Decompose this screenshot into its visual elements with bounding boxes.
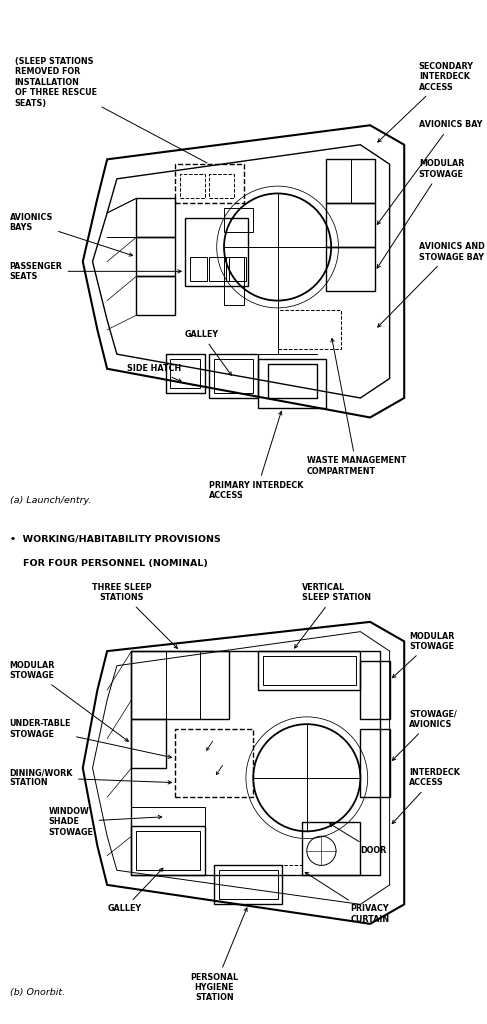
Bar xyxy=(224,257,244,282)
Text: AVIONICS
BAYS: AVIONICS BAYS xyxy=(10,213,132,256)
Bar xyxy=(214,359,253,393)
Text: •  WORKING/HABITABILITY PROVISIONS: • WORKING/HABITABILITY PROVISIONS xyxy=(10,535,221,544)
Bar xyxy=(360,660,390,719)
Bar xyxy=(302,821,360,876)
Text: (a) Launch/entry.: (a) Launch/entry. xyxy=(10,496,91,505)
Text: WINDOW
SHADE
STOWAGE: WINDOW SHADE STOWAGE xyxy=(49,807,162,837)
Bar xyxy=(258,359,326,408)
Text: GALLEY: GALLEY xyxy=(107,868,163,913)
Text: AVIONICS AND
STOWAGE BAY: AVIONICS AND STOWAGE BAY xyxy=(378,242,485,327)
Bar xyxy=(219,870,278,899)
Bar xyxy=(326,247,375,291)
Text: (b) Onorbit.: (b) Onorbit. xyxy=(10,988,65,997)
Text: SIDE HATCH: SIDE HATCH xyxy=(127,365,182,382)
Bar xyxy=(268,364,317,398)
Bar xyxy=(278,310,341,349)
Text: FOR FOUR PERSONNEL (NOMINAL): FOR FOUR PERSONNEL (NOMINAL) xyxy=(10,558,207,567)
Text: DOOR: DOOR xyxy=(330,823,387,855)
Text: VERTICAL
SLEEP STATION: VERTICAL SLEEP STATION xyxy=(295,583,371,648)
Bar xyxy=(136,199,175,238)
Bar xyxy=(326,203,375,247)
Text: PRIVACY
CURTAIN: PRIVACY CURTAIN xyxy=(305,872,390,924)
Bar xyxy=(131,651,229,719)
Bar xyxy=(229,257,246,282)
Bar xyxy=(326,160,375,203)
Text: DINING/WORK
STATION: DINING/WORK STATION xyxy=(10,768,171,787)
Bar xyxy=(131,826,205,876)
Bar xyxy=(185,218,248,286)
Text: GALLEY: GALLEY xyxy=(185,330,231,376)
Bar xyxy=(263,656,356,685)
Text: (SLEEP STATIONS
REMOVED FOR
INSTALLATION
OF THREE RESCUE
SEATS): (SLEEP STATIONS REMOVED FOR INSTALLATION… xyxy=(15,57,207,163)
Bar xyxy=(209,354,258,398)
Text: PRIMARY INTERDECK
ACCESS: PRIMARY INTERDECK ACCESS xyxy=(209,412,304,500)
Bar xyxy=(136,831,200,870)
Bar xyxy=(166,354,205,393)
Text: PASSENGER
SEATS: PASSENGER SEATS xyxy=(10,261,181,281)
Bar xyxy=(224,282,244,305)
Bar xyxy=(214,865,282,904)
Bar xyxy=(360,729,390,798)
Bar xyxy=(180,174,205,199)
Bar xyxy=(209,257,226,282)
Text: AVIONICS BAY: AVIONICS BAY xyxy=(377,121,482,224)
Text: UNDER-TABLE
STOWAGE: UNDER-TABLE STOWAGE xyxy=(10,719,171,759)
Bar xyxy=(175,164,244,203)
Text: MODULAR
STOWAGE: MODULAR STOWAGE xyxy=(377,160,464,268)
Bar xyxy=(131,807,205,826)
Text: WASTE MANAGEMENT
COMPARTMENT: WASTE MANAGEMENT COMPARTMENT xyxy=(307,339,406,476)
Bar xyxy=(258,651,360,690)
Bar xyxy=(175,729,253,798)
Bar xyxy=(136,276,175,315)
Text: INTERDECK
ACCESS: INTERDECK ACCESS xyxy=(392,768,460,823)
Bar xyxy=(131,719,166,768)
Text: MODULAR
STOWAGE: MODULAR STOWAGE xyxy=(393,632,454,678)
Text: MODULAR
STOWAGE: MODULAR STOWAGE xyxy=(10,660,129,741)
Bar xyxy=(131,651,380,876)
Text: PERSONAL
HYGIENE
STATION: PERSONAL HYGIENE STATION xyxy=(190,908,247,1002)
Bar xyxy=(190,257,207,282)
Bar xyxy=(136,238,175,276)
Text: SECONDARY
INTERDECK
ACCESS: SECONDARY INTERDECK ACCESS xyxy=(378,61,474,142)
Bar xyxy=(170,359,200,388)
Bar xyxy=(209,174,234,199)
Bar xyxy=(224,208,253,232)
Text: THREE SLEEP
STATIONS: THREE SLEEP STATIONS xyxy=(92,583,177,648)
Text: STOWAGE/
AVIONICS: STOWAGE/ AVIONICS xyxy=(393,710,457,761)
